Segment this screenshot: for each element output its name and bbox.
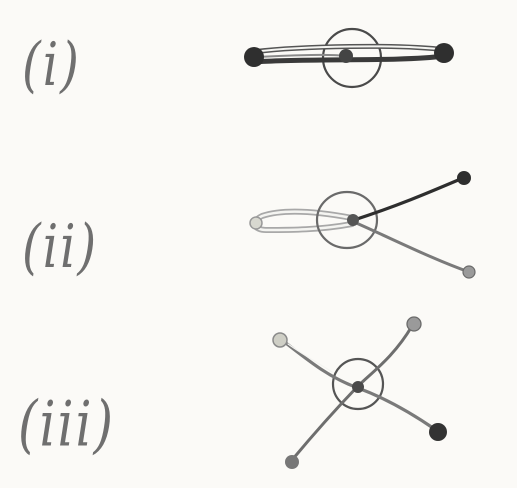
diagram-ii <box>249 171 476 279</box>
case-label-ii: (ii) <box>22 212 99 282</box>
diagram-i <box>244 27 454 89</box>
bead-i-center <box>339 49 353 63</box>
arm-ii-upper <box>352 176 465 222</box>
bead-iii-center <box>352 381 364 393</box>
rod-iii-diagonal-a-highlight <box>287 343 333 373</box>
bead-ii-lower-right <box>462 265 476 279</box>
case-label-i: (i) <box>22 30 81 100</box>
rod-iii-diagonal-b <box>290 324 414 462</box>
bead-ii-left <box>249 216 263 230</box>
case-label-iii: (iii) <box>18 388 115 461</box>
bead-i-left <box>244 47 264 67</box>
rod-i-shade <box>255 53 345 58</box>
bead-iii-bottom-left <box>285 455 299 469</box>
diagram-iii <box>272 316 447 469</box>
bead-iii-top-left <box>272 332 288 348</box>
arm-ii-lower <box>352 220 471 274</box>
rod-i-upper-core <box>251 45 447 53</box>
ring-iii <box>331 357 385 411</box>
bead-iii-top-right <box>406 316 422 332</box>
ring-ii <box>315 190 379 250</box>
bead-ii-center <box>347 214 359 226</box>
bead-iii-bottom-right <box>429 423 447 441</box>
bead-i-right <box>434 43 454 63</box>
bead-ii-upper-right <box>457 171 471 185</box>
